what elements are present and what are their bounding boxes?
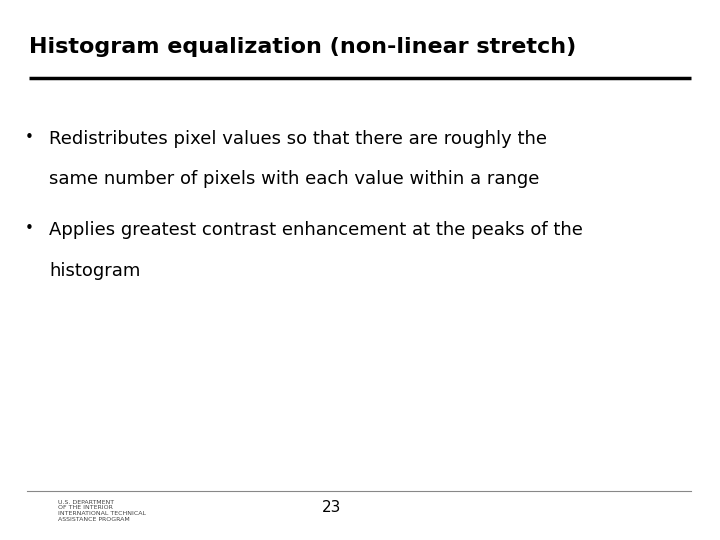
Text: histogram: histogram — [49, 262, 140, 280]
Text: Redistributes pixel values so that there are roughly the: Redistributes pixel values so that there… — [49, 130, 547, 147]
Text: •: • — [25, 221, 34, 237]
Text: Histogram equalization (non-linear stretch): Histogram equalization (non-linear stret… — [29, 37, 576, 57]
Text: same number of pixels with each value within a range: same number of pixels with each value wi… — [49, 170, 539, 188]
Text: Applies greatest contrast enhancement at the peaks of the: Applies greatest contrast enhancement at… — [49, 221, 582, 239]
Text: •: • — [25, 130, 34, 145]
Text: U.S. DEPARTMENT
OF THE INTERIOR
INTERNATIONAL TECHNICAL
ASSISTANCE PROGRAM: U.S. DEPARTMENT OF THE INTERIOR INTERNAT… — [58, 500, 145, 522]
Text: 23: 23 — [322, 500, 341, 515]
